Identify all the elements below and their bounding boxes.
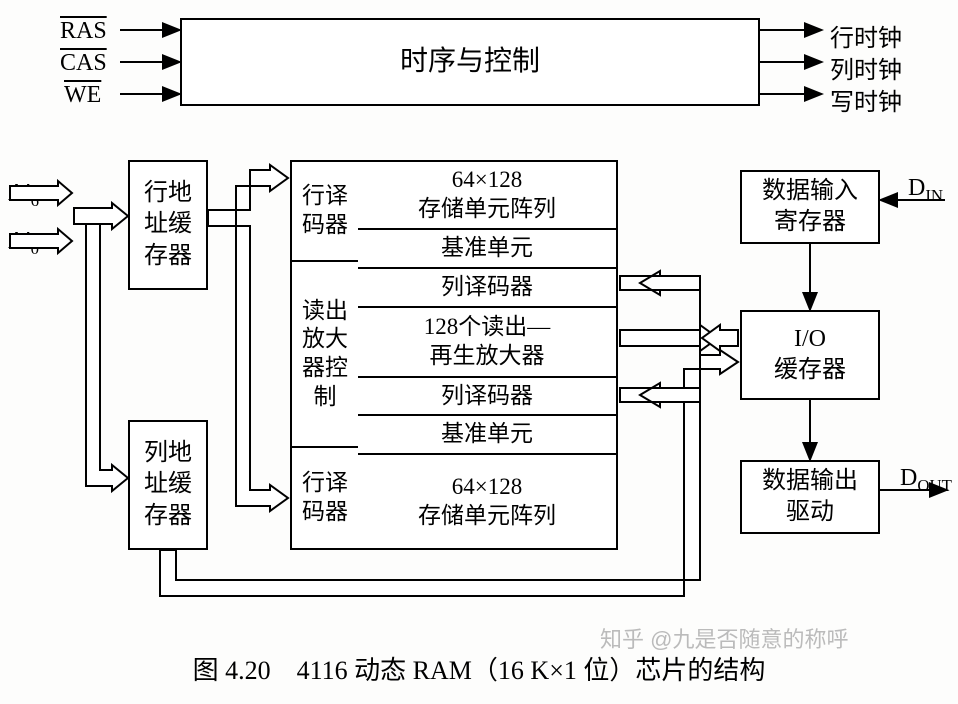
- cas-label: CAS: [60, 50, 107, 77]
- ras-label: RAS: [60, 18, 107, 45]
- sense-amp-ctrl: 读出 放大 器控 制: [292, 262, 358, 448]
- col-addr-buffer: 列地 址缓 存器: [128, 420, 208, 550]
- watermark: 知乎 @九是否随意的称呼: [600, 622, 848, 654]
- data-in-register: 数据输入 寄存器: [740, 170, 880, 244]
- row-decoder-top: 行译 码器: [292, 162, 358, 262]
- row-clk-label: 行时钟: [830, 18, 902, 53]
- we-label: WE: [64, 82, 101, 109]
- row-addr-buffer: 行地 址缓 存器: [128, 160, 208, 290]
- left-decoder-stack: 行译 码器 读出 放大 器控 制 行译 码器: [290, 160, 360, 550]
- ref-cell-bottom: 基准单元: [358, 416, 616, 455]
- col-decoder-bottom: 列译码器: [358, 378, 616, 417]
- timing-control-text: 时序与控制: [400, 44, 540, 80]
- col-addr-buffer-text: 列地 址缓 存器: [144, 438, 192, 532]
- row-decoder-bottom: 行译 码器: [292, 448, 358, 548]
- col-clk-label: 列时钟: [830, 50, 902, 85]
- row-addr-buffer-text: 行地 址缓 存器: [144, 178, 192, 272]
- memory-array-stack: 64×128 存储单元阵列 基准单元 列译码器 128个读出— 再生放大器 列译…: [358, 160, 618, 550]
- a0-label: A′0: [8, 228, 39, 259]
- din-label: DIN: [908, 175, 943, 206]
- col-decoder-top: 列译码器: [358, 269, 616, 308]
- write-clk-label: 写时钟: [830, 82, 902, 117]
- figure-caption: 图 4.20 4116 动态 RAM（16 K×1 位）芯片的结构: [0, 650, 958, 687]
- data-in-register-text: 数据输入 寄存器: [762, 176, 858, 238]
- data-out-driver-text: 数据输出 驱动: [762, 466, 858, 528]
- cell-array-top: 64×128 存储单元阵列: [358, 162, 616, 230]
- ref-cell-top: 基准单元: [358, 230, 616, 269]
- cell-array-bottom: 64×128 存储单元阵列: [358, 455, 616, 548]
- data-out-driver: 数据输出 驱动: [740, 460, 880, 534]
- dram-block-diagram: RAS CAS WE 时序与控制 行时钟 列时钟 写时钟 A′6 A′0 行地 …: [0, 0, 958, 704]
- dout-label: DOUT: [900, 465, 952, 496]
- io-buffer: I/O 缓存器: [740, 310, 880, 400]
- a6-label: A′6: [8, 180, 39, 211]
- timing-control-block: 时序与控制: [180, 18, 760, 106]
- io-buffer-text: I/O 缓存器: [774, 324, 846, 386]
- sense-amps: 128个读出— 再生放大器: [358, 308, 616, 378]
